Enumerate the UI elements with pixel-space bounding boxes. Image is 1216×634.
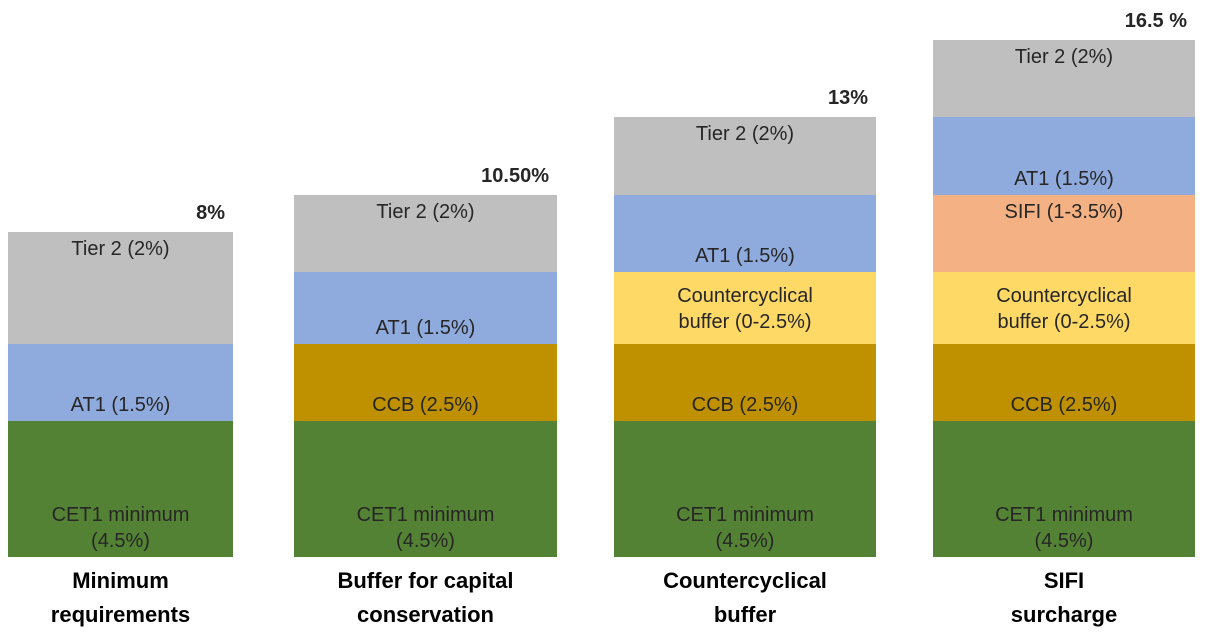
column-label: Countercyclical buffer xyxy=(594,564,896,632)
segment-label: Tier 2 (2%) xyxy=(695,123,795,145)
segment-label: (4.5%) xyxy=(1034,530,1094,552)
stack-segment: SIFI (1-3.5%) xyxy=(933,195,1195,272)
column-label: Minimum requirements xyxy=(0,564,253,632)
stack-segment: CET1 minimum (4.5%) xyxy=(294,421,557,557)
stack-segment: CET1 minimum (4.5%) xyxy=(8,421,233,557)
column-label: Buffer for capital conservation xyxy=(274,564,577,632)
segment-label: CET1 minimum xyxy=(995,504,1133,526)
total-label: 8% xyxy=(196,202,225,224)
segment-label: AT1 (1.5%) xyxy=(375,317,476,339)
column-label-line: Minimum xyxy=(72,568,169,593)
segment-label: CET1 minimum xyxy=(51,504,190,526)
stack-segment: CET1 minimum (4.5%) xyxy=(933,421,1195,557)
stack-segment: AT1 (1.5%) xyxy=(933,117,1195,195)
total-label: 10.50% xyxy=(481,165,549,187)
segment-label: AT1 (1.5%) xyxy=(70,394,171,416)
segment-label: CET1 minimum xyxy=(356,504,495,526)
stack-segment: Countercyclical buffer (0-2.5%) xyxy=(614,272,876,344)
total-label: 13% xyxy=(827,87,868,109)
stack-segment: AT1 (1.5%) xyxy=(294,272,557,344)
stack-segment: Countercyclical buffer (0-2.5%) xyxy=(933,272,1195,344)
segment-label: AT1 (1.5%) xyxy=(695,245,795,267)
stack-segment: CCB (2.5%) xyxy=(294,344,557,421)
column-label-line: surcharge xyxy=(1010,602,1118,627)
column-label-line: SIFI xyxy=(1043,568,1085,593)
segment-label: Countercyclical xyxy=(677,284,813,307)
stack-segment: AT1 (1.5%) xyxy=(8,344,233,421)
stack-segment: CCB (2.5%) xyxy=(933,344,1195,421)
total-label: 16.5 % xyxy=(1124,10,1187,32)
segment-label: Tier 2 (2%) xyxy=(71,238,170,260)
segment-label: (4.5%) xyxy=(396,530,455,552)
column-label-line: Countercyclical xyxy=(663,568,827,593)
stack-segment: Tier 2 (2%) xyxy=(614,117,876,195)
segment-label: buffer (0-2.5%) xyxy=(997,310,1131,333)
column-label-line: conservation xyxy=(357,602,494,627)
segment-label: (4.5%) xyxy=(91,530,150,552)
column-label-line: buffer xyxy=(713,602,777,627)
segment-label: CET1 minimum xyxy=(676,504,814,526)
stack-segment: Tier 2 (2%) xyxy=(8,232,233,344)
stack-segment: CET1 minimum (4.5%) xyxy=(614,421,876,557)
segment-label: CCB (2.5%) xyxy=(691,394,799,416)
stack-segment: Tier 2 (2%) xyxy=(294,195,557,272)
segment-label: CCB (2.5%) xyxy=(372,394,479,416)
stack-segment: AT1 (1.5%) xyxy=(614,195,876,272)
segment-label: CCB (2.5%) xyxy=(1010,394,1118,416)
segment-label: Countercyclical xyxy=(996,284,1132,307)
column-label: SIFI surcharge xyxy=(913,564,1215,632)
segment-label: buffer (0-2.5%) xyxy=(678,310,812,333)
stack-segment: Tier 2 (2%) xyxy=(933,40,1195,117)
segment-label: Tier 2 (2%) xyxy=(376,201,475,223)
segment-label: SIFI (1-3.5%) xyxy=(1004,201,1124,223)
column-label-line: Buffer for capital xyxy=(337,568,514,593)
stack-segment: CCB (2.5%) xyxy=(614,344,876,421)
column-label-line: requirements xyxy=(50,602,191,627)
segment-label: (4.5%) xyxy=(715,530,775,552)
segment-label: AT1 (1.5%) xyxy=(1014,168,1114,190)
segment-label: Tier 2 (2%) xyxy=(1014,46,1114,68)
